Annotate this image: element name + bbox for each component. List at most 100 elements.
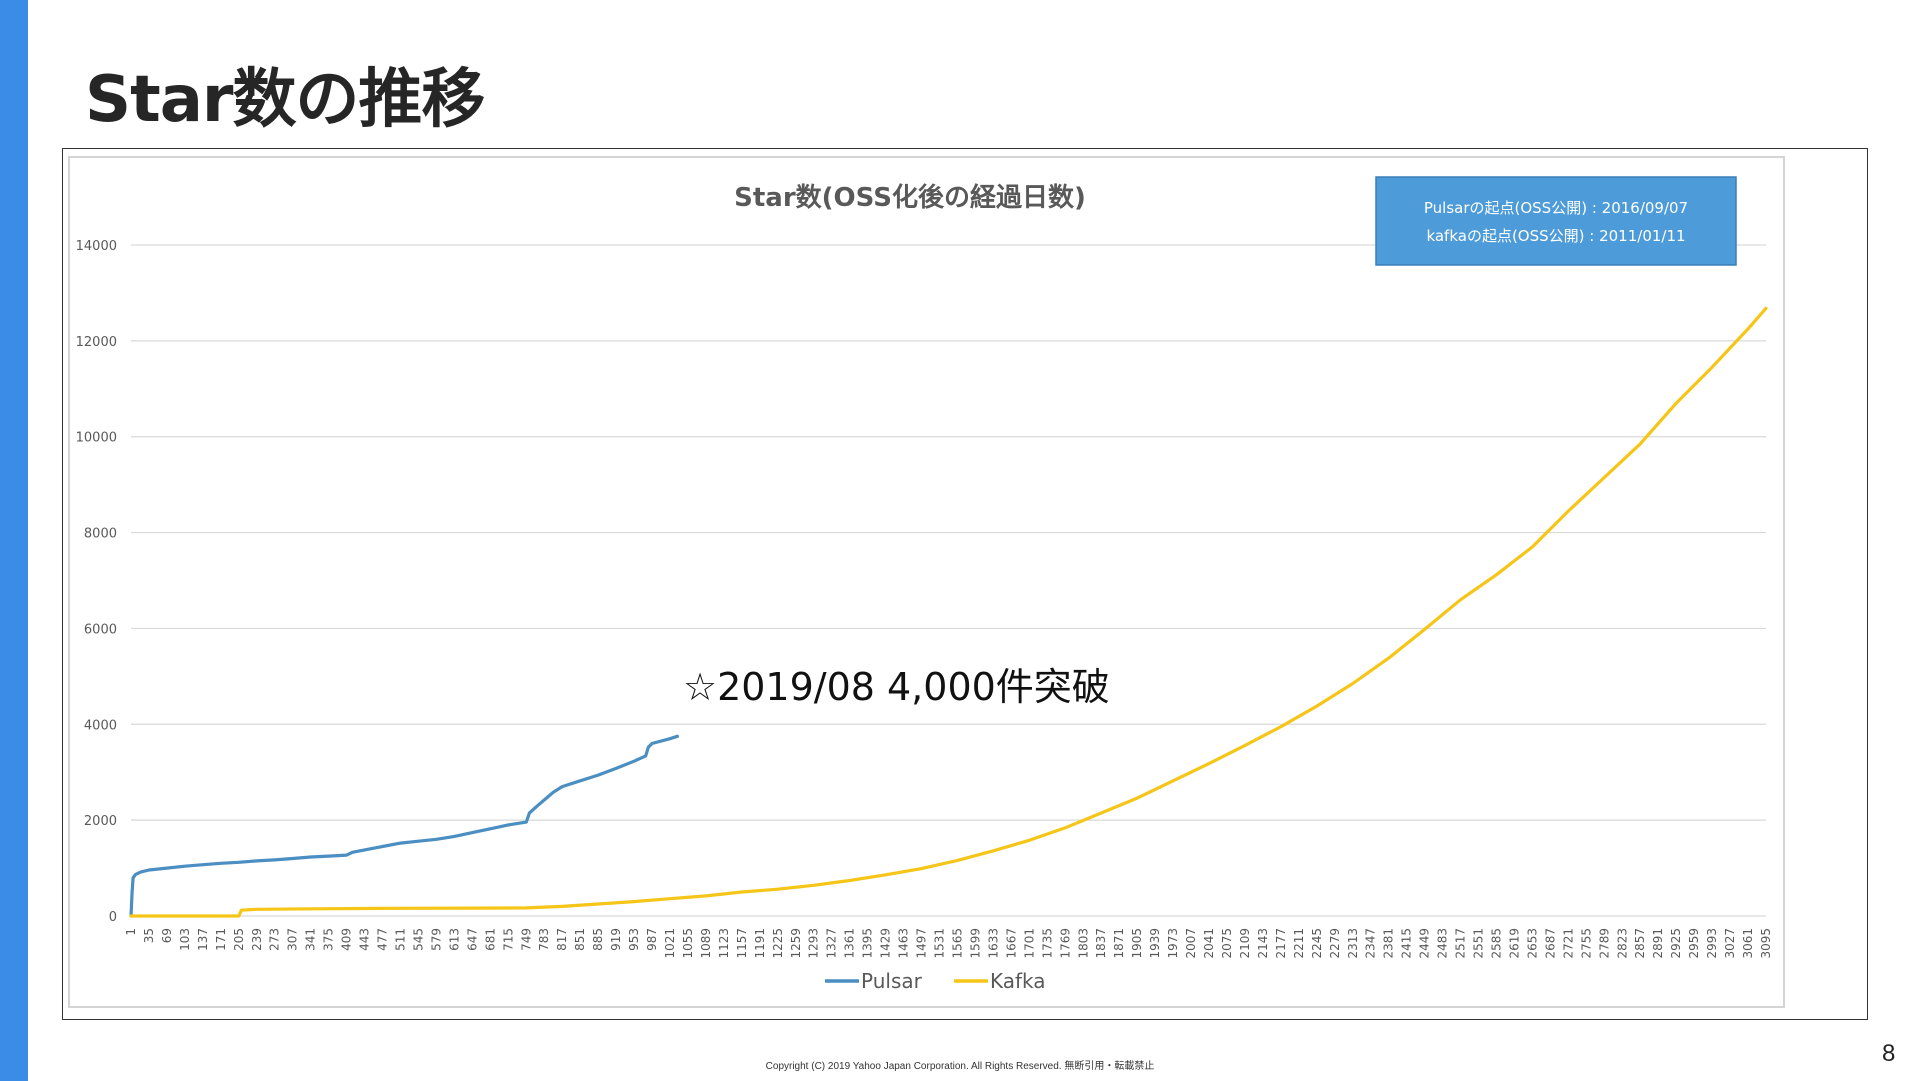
- x-tick-label: 2245: [1310, 928, 1324, 959]
- x-tick-label: 2925: [1669, 928, 1683, 959]
- x-tick-label: 69: [160, 928, 174, 943]
- x-tick-label: 2109: [1238, 928, 1252, 959]
- legend-label-kafka: Kafka: [990, 969, 1046, 993]
- info-box-background: [1375, 176, 1737, 266]
- x-tick-label: 2347: [1364, 928, 1378, 959]
- x-tick-label: 885: [591, 928, 605, 951]
- x-tick-label: 341: [304, 928, 318, 951]
- x-tick-label: 2415: [1400, 928, 1414, 959]
- chart-plot-frame: [68, 156, 1785, 1008]
- y-tick-label: 6000: [84, 622, 117, 637]
- x-tick-label: 477: [376, 928, 390, 951]
- x-tick-label: 1565: [950, 928, 964, 959]
- x-tick-label: 2517: [1454, 928, 1468, 959]
- x-tick-label: 2619: [1507, 928, 1521, 959]
- x-tick-label: 1327: [825, 928, 839, 959]
- x-tick-label: 1905: [1130, 928, 1144, 959]
- x-tick-label: 1361: [843, 928, 857, 959]
- y-tick-label: 4000: [84, 718, 117, 733]
- x-tick-label: 2687: [1543, 928, 1557, 959]
- x-tick-label: 1429: [879, 928, 893, 959]
- x-tick-label: 2993: [1705, 928, 1719, 959]
- x-tick-label: 2007: [1184, 928, 1198, 959]
- x-tick-label: 1973: [1166, 928, 1180, 959]
- x-tick-label: 3095: [1759, 928, 1773, 959]
- page-number: 8: [1882, 1040, 1896, 1067]
- x-tick-label: 545: [411, 928, 425, 951]
- x-tick-label: 2789: [1597, 928, 1611, 959]
- x-tick-label: 1191: [753, 928, 767, 959]
- x-tick-label: 2551: [1472, 928, 1486, 959]
- x-tick-label: 2381: [1382, 928, 1396, 959]
- x-tick-label: 579: [429, 928, 443, 951]
- x-tick-label: 613: [447, 928, 461, 951]
- copyright-footer: Copyright (C) 2019 Yahoo Japan Corporati…: [765, 1061, 1155, 1072]
- info-box: Pulsarの起点(OSS公開) : 2016/09/07 kafkaの起点(O…: [1375, 176, 1737, 266]
- x-tick-label: 2585: [1489, 928, 1503, 959]
- y-tick-label: 14000: [76, 239, 117, 254]
- y-tick-label: 10000: [76, 431, 117, 446]
- x-tick-label: 851: [573, 928, 587, 951]
- y-tick-label: 8000: [84, 527, 117, 542]
- x-tick-label: 715: [501, 928, 515, 951]
- x-tick-label: 409: [340, 928, 354, 951]
- x-tick-label: 2721: [1561, 928, 1575, 959]
- x-tick-label: 783: [537, 928, 551, 951]
- x-tick-label: 35: [142, 928, 156, 943]
- x-tick-label: 2891: [1651, 928, 1665, 959]
- x-tick-label: 3027: [1723, 928, 1737, 959]
- series-line-kafka: [129, 306, 1768, 918]
- x-tick-label: 2211: [1292, 928, 1306, 959]
- x-tick-label: 1157: [735, 928, 749, 959]
- x-tick-label: 1633: [986, 928, 1000, 959]
- x-tick-label: 1667: [1004, 928, 1018, 959]
- y-tick-label: 12000: [76, 335, 117, 350]
- line-chart: Star数(OSS化後の経過日数) 0 2000 4000 6000 8000 10000…: [68, 156, 1785, 1008]
- x-tick-label: 2483: [1436, 928, 1450, 959]
- x-tick-label: 817: [555, 928, 569, 951]
- x-tick-label: 647: [465, 928, 479, 951]
- x-tick-label: 1735: [1040, 928, 1054, 959]
- x-tick-label: 2857: [1633, 928, 1647, 959]
- info-box-line-1: Pulsarの起点(OSS公開) : 2016/09/07: [1424, 199, 1688, 217]
- x-tick-label: 1497: [915, 928, 929, 959]
- x-tick-label: 2075: [1220, 928, 1234, 959]
- x-tick-label: 1225: [771, 928, 785, 959]
- x-tick-label: 1089: [699, 928, 713, 959]
- x-tick-label: 1259: [789, 928, 803, 959]
- x-tick-label: 2279: [1328, 928, 1342, 959]
- x-tick-label: 307: [286, 928, 300, 951]
- x-tick-label: 1769: [1058, 928, 1072, 959]
- series-lines: [129, 306, 1768, 918]
- y-tick-label: 2000: [84, 814, 117, 829]
- x-tick-label: 375: [322, 928, 336, 951]
- x-tick-label: 1837: [1094, 928, 1108, 959]
- x-tick-label: 2449: [1418, 928, 1432, 959]
- x-tick-label: 1803: [1076, 928, 1090, 959]
- x-tick-label: 273: [268, 928, 282, 951]
- y-axis-ticks: 0 2000 4000 6000 8000 10000 12000 14000: [76, 239, 117, 925]
- x-tick-label: 1021: [663, 928, 677, 959]
- x-tick-label: 1055: [681, 928, 695, 959]
- series-line-pulsar: [129, 734, 680, 918]
- x-tick-label: 1293: [807, 928, 821, 959]
- x-tick-label: 1599: [968, 928, 982, 959]
- x-tick-label: 1531: [933, 928, 947, 959]
- legend: Pulsar Kafka: [825, 969, 1046, 993]
- x-tick-label: 749: [519, 928, 533, 951]
- legend-label-pulsar: Pulsar: [861, 969, 923, 993]
- x-tick-label: 1701: [1022, 928, 1036, 959]
- x-tick-label: 1395: [861, 928, 875, 959]
- info-box-line-2: kafkaの起点(OSS公開) : 2011/01/11: [1426, 227, 1685, 245]
- x-tick-label: 103: [178, 928, 192, 951]
- accent-bar: [0, 0, 28, 1081]
- x-tick-label: 919: [609, 928, 623, 951]
- x-tick-label: 681: [483, 928, 497, 951]
- x-tick-label: 443: [358, 928, 372, 951]
- x-tick-label: 171: [214, 928, 228, 951]
- x-tick-label: 987: [645, 928, 659, 951]
- slide-title: Star数の推移: [85, 63, 485, 137]
- x-tick-label: 2143: [1256, 928, 1270, 959]
- chart-title: Star数(OSS化後の経過日数): [734, 182, 1086, 213]
- x-tick-label: 2823: [1615, 928, 1629, 959]
